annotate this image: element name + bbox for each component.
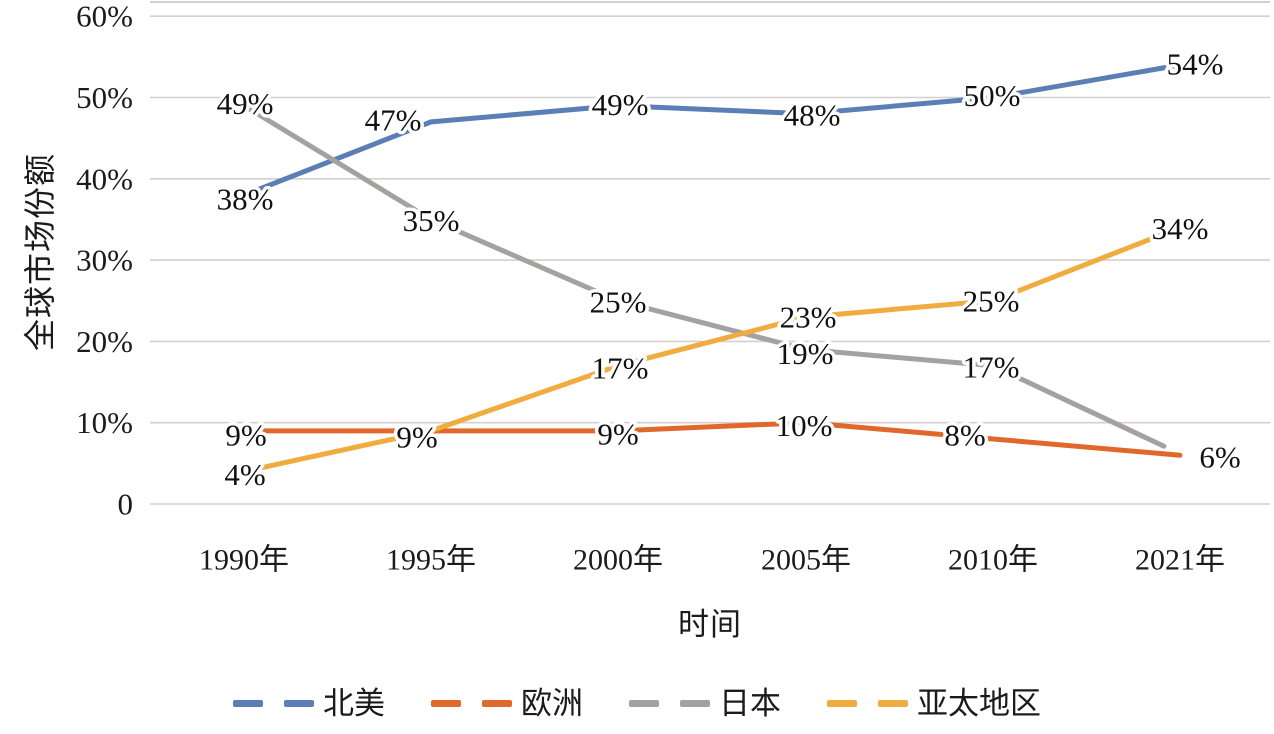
data-label-north-america: 47%	[365, 102, 422, 137]
legend-item-asia-pacific: 亚太地区	[827, 688, 1041, 719]
legend-dash-icon	[284, 700, 314, 707]
y-tick-label: 30%	[76, 243, 133, 278]
data-label-europe: 9%	[396, 419, 437, 454]
data-label-japan: 35%	[403, 203, 460, 238]
legend-item-north-america: 北美	[233, 688, 385, 719]
data-label-asia-pacific: 23%	[780, 300, 837, 335]
series-line-europe	[241, 420, 1183, 458]
data-label-europe: 6%	[1199, 440, 1240, 475]
y-tick-label: 10%	[76, 405, 133, 440]
data-label-japan: 17%	[963, 349, 1020, 384]
x-tick-label: 2005年	[761, 544, 851, 577]
y-tick-label: 40%	[76, 161, 133, 196]
data-label-north-america: 49%	[592, 87, 649, 122]
y-tick-label: 0	[118, 487, 134, 522]
data-label-north-america: 54%	[1167, 46, 1224, 81]
data-label-europe: 8%	[944, 417, 985, 452]
legend-label-asia-pacific: 亚太地区	[917, 686, 1041, 721]
legend-label-north-america: 北美	[323, 686, 385, 721]
legend-line-swatch-north-america	[233, 700, 314, 707]
legend-dash-icon	[233, 700, 263, 707]
y-axis-title: 全球市场份额	[22, 153, 58, 352]
x-axis-title: 时间	[678, 607, 742, 642]
data-label-europe: 9%	[225, 417, 266, 452]
y-tick-label: 60%	[76, 0, 133, 34]
series-line-asia-pacific	[241, 225, 1183, 474]
legend-dash-icon	[878, 700, 908, 707]
legend: 北美 欧洲 日本 亚太地区	[0, 688, 1274, 719]
data-label-europe: 10%	[776, 408, 833, 443]
data-label-japan: 49%	[217, 86, 274, 121]
legend-dash-icon	[431, 700, 461, 707]
legend-dash-icon	[482, 700, 512, 707]
data-label-japan: 19%	[777, 336, 834, 371]
data-label-north-america: 38%	[217, 182, 274, 217]
data-label-asia-pacific: 17%	[592, 350, 649, 385]
x-tick-label: 2010年	[948, 544, 1038, 577]
data-label-asia-pacific: 34%	[1152, 211, 1209, 246]
legend-line-swatch-asia-pacific	[827, 700, 908, 707]
y-tick-label: 20%	[76, 324, 133, 359]
series-line-north-america	[241, 62, 1183, 198]
legend-item-europe: 欧洲	[431, 688, 583, 719]
data-label-asia-pacific: 4%	[224, 457, 265, 492]
x-tick-label: 2000年	[573, 544, 663, 577]
x-tick-label: 1990年	[199, 544, 289, 577]
legend-dash-icon	[629, 700, 659, 707]
y-tick-label: 50%	[76, 80, 133, 115]
data-label-north-america: 50%	[964, 78, 1021, 113]
data-label-asia-pacific: 25%	[963, 283, 1020, 318]
data-label-europe: 9%	[597, 416, 638, 451]
legend-line-swatch-japan	[629, 700, 710, 707]
legend-dash-icon	[680, 700, 710, 707]
legend-label-japan: 日本	[719, 686, 781, 721]
series-line-japan	[241, 103, 1167, 449]
legend-dash-icon	[827, 700, 857, 707]
legend-line-swatch-europe	[431, 700, 512, 707]
x-tick-label: 2021年	[1135, 544, 1225, 577]
data-label-japan: 25%	[590, 284, 647, 319]
x-tick-label: 1995年	[386, 544, 476, 577]
data-label-north-america: 48%	[784, 97, 841, 132]
legend-item-japan: 日本	[629, 688, 781, 719]
legend-label-europe: 欧洲	[521, 686, 583, 721]
